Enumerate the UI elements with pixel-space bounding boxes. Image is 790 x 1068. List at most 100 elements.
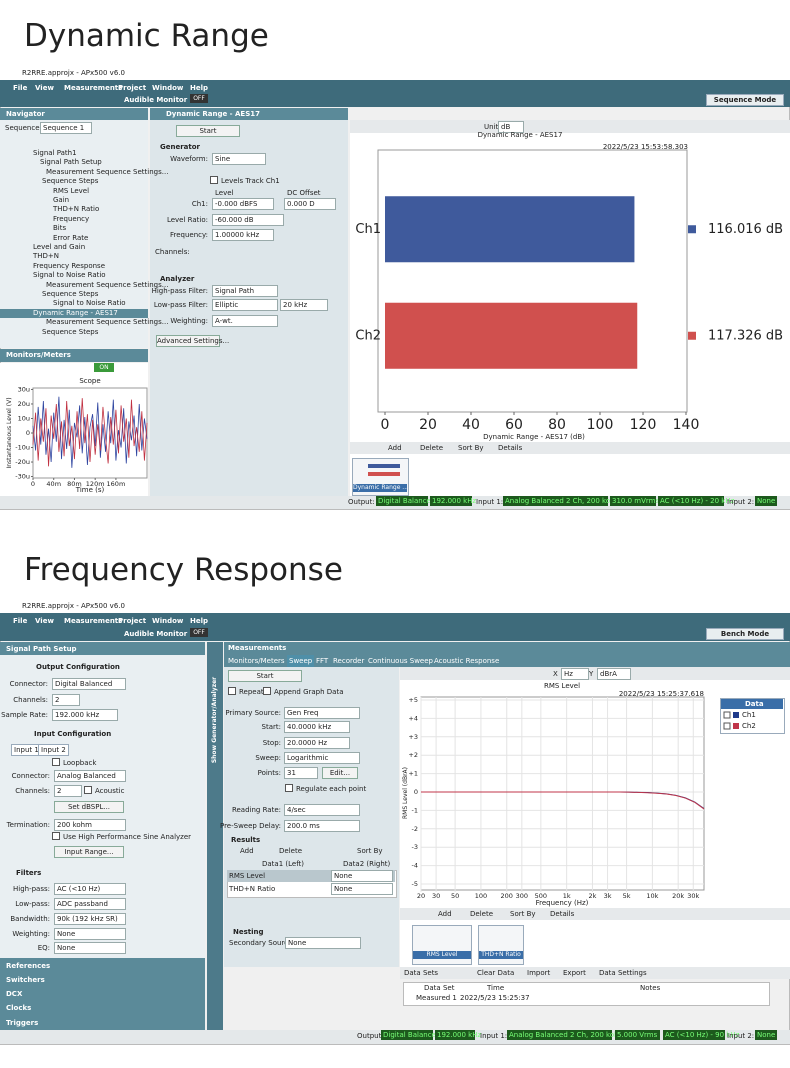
status-field: Digital Balanced: [381, 1030, 441, 1040]
graph-toolbar: [400, 667, 790, 680]
text: Add: [388, 444, 402, 452]
checkbox[interactable]: Regulate each point: [285, 783, 366, 795]
dropdown[interactable]: Sequence Mode: [706, 94, 784, 106]
field-label: Primary Source:: [225, 709, 281, 717]
legend-swatch: [733, 723, 739, 729]
dropdown[interactable]: Sequence 1: [40, 122, 92, 134]
label: Dynamic Range - AES17 (dB): [483, 433, 585, 441]
button[interactable]: Input Range...: [54, 846, 124, 858]
label: Frequency (Hz): [535, 899, 589, 907]
x-tick-label: 0: [31, 480, 35, 488]
dropdown[interactable]: Elliptic: [212, 299, 278, 311]
dropdown[interactable]: -60.000 dB: [212, 214, 284, 226]
label: Analyzer: [160, 275, 195, 283]
x-tick-label: 20: [419, 417, 437, 433]
x-tick-label: 160m: [107, 480, 126, 488]
legend-swatch: [733, 712, 739, 718]
dropdown[interactable]: AC (<10 Hz): [54, 883, 126, 895]
checkbox[interactable]: Use High Performance Sine Analyzer: [52, 831, 191, 843]
text: DC Offset: [287, 189, 321, 197]
button[interactable]: Advanced Settings...: [156, 335, 230, 347]
dropdown[interactable]: Signal Path: [212, 285, 278, 297]
label: Triggers: [6, 1019, 39, 1027]
checkbox[interactable]: Repeat: [228, 686, 264, 698]
dropdown[interactable]: 4/sec: [284, 804, 360, 816]
tab[interactable]: Sweep: [287, 655, 315, 667]
datasets-table: [403, 982, 770, 1006]
label: Clocks: [6, 1004, 32, 1012]
dropdown[interactable]: 192.000 kHz: [52, 709, 118, 721]
dropdown[interactable]: 0.000 D: [284, 198, 336, 210]
field-label: High-pass:: [13, 885, 50, 893]
button[interactable]: Start: [176, 125, 240, 137]
text: R2RRE.approjx - APx500 v6.0: [22, 69, 125, 77]
dropdown[interactable]: Logarithmic: [284, 752, 360, 764]
y-tick-label: 0: [414, 788, 418, 796]
series-line: [32, 396, 148, 468]
dropdown[interactable]: dB: [498, 121, 524, 133]
dropdown[interactable]: None: [331, 883, 393, 895]
label: Measurements: [64, 84, 123, 92]
dropdown[interactable]: None: [54, 942, 126, 954]
text: Unit: [484, 123, 499, 131]
dropdown[interactable]: Analog Balanced: [54, 770, 126, 782]
dropdown[interactable]: None: [54, 928, 126, 940]
text: THD+N Ratio: [53, 205, 100, 214]
label: Time (s): [75, 486, 105, 494]
dropdown[interactable]: ADC passband: [54, 898, 126, 910]
text: Level: [215, 189, 234, 197]
dropdown[interactable]: 1.00000 kHz: [212, 229, 274, 241]
button[interactable]: Start: [228, 670, 302, 682]
dropdown[interactable]: 200.0 ms: [284, 820, 360, 832]
menu-bar: [0, 80, 790, 107]
dropdown[interactable]: 2: [54, 785, 82, 797]
toggle[interactable]: ON: [94, 363, 114, 372]
button[interactable]: Set dBSPL...: [54, 801, 124, 813]
field-label: Low-pass:: [15, 900, 50, 908]
dropdown[interactable]: A-wt.: [212, 315, 278, 327]
title-bar: [0, 598, 790, 613]
label: FFT: [316, 657, 329, 665]
series-line: [32, 398, 148, 467]
status-field: None: [755, 496, 777, 506]
label: View: [35, 617, 54, 625]
checkbox[interactable]: Loopback: [52, 757, 96, 769]
dropdown[interactable]: dBrA: [597, 668, 631, 680]
dropdown[interactable]: 31: [284, 767, 318, 779]
x-tick-label: 300: [516, 892, 528, 900]
label: RMS Level: [543, 682, 581, 690]
dropdown[interactable]: Sine: [212, 153, 266, 165]
text: RMS Level: [229, 872, 266, 880]
checkbox[interactable]: Acoustic: [84, 785, 124, 797]
checkbox[interactable]: Levels Track Ch1: [210, 175, 280, 187]
dropdown[interactable]: 2: [52, 694, 80, 706]
x-tick-label: 60: [505, 417, 523, 433]
checkbox[interactable]: Append Graph Data: [263, 686, 344, 698]
dropdown[interactable]: 20.0000 Hz: [284, 737, 350, 749]
text: Sequence Steps: [42, 177, 99, 186]
text: Sort By: [458, 444, 484, 452]
dropdown[interactable]: None: [331, 870, 393, 882]
dropdown[interactable]: 20 kHz: [280, 299, 328, 311]
toggle[interactable]: OFF: [190, 628, 208, 637]
text: THD+N Ratio: [229, 885, 276, 893]
field-label: Weighting:: [170, 317, 208, 325]
text: Error Rate: [53, 233, 89, 242]
dropdown[interactable]: Hz: [561, 668, 589, 680]
y-tick-label: 10u: [18, 414, 30, 422]
dropdown[interactable]: -0.000 dBFS: [212, 198, 274, 210]
text: Channels:: [155, 248, 190, 256]
tab[interactable]: Input 2: [38, 744, 69, 756]
dropdown[interactable]: Bench Mode: [706, 628, 784, 640]
button[interactable]: Edit...: [322, 767, 358, 779]
dropdown[interactable]: 40.0000 kHz: [284, 721, 350, 733]
side-strip[interactable]: [207, 642, 223, 1030]
field-label: High-pass Filter:: [151, 287, 208, 295]
toggle[interactable]: OFF: [190, 94, 208, 103]
dropdown[interactable]: Gen Freq: [284, 707, 360, 719]
dropdown[interactable]: Digital Balanced: [52, 678, 126, 690]
dropdown[interactable]: None: [285, 937, 361, 949]
dropdown[interactable]: 200 kohm: [54, 819, 126, 831]
plot-frame: [377, 149, 688, 413]
dropdown[interactable]: 90k (192 kHz SR): [54, 913, 126, 925]
